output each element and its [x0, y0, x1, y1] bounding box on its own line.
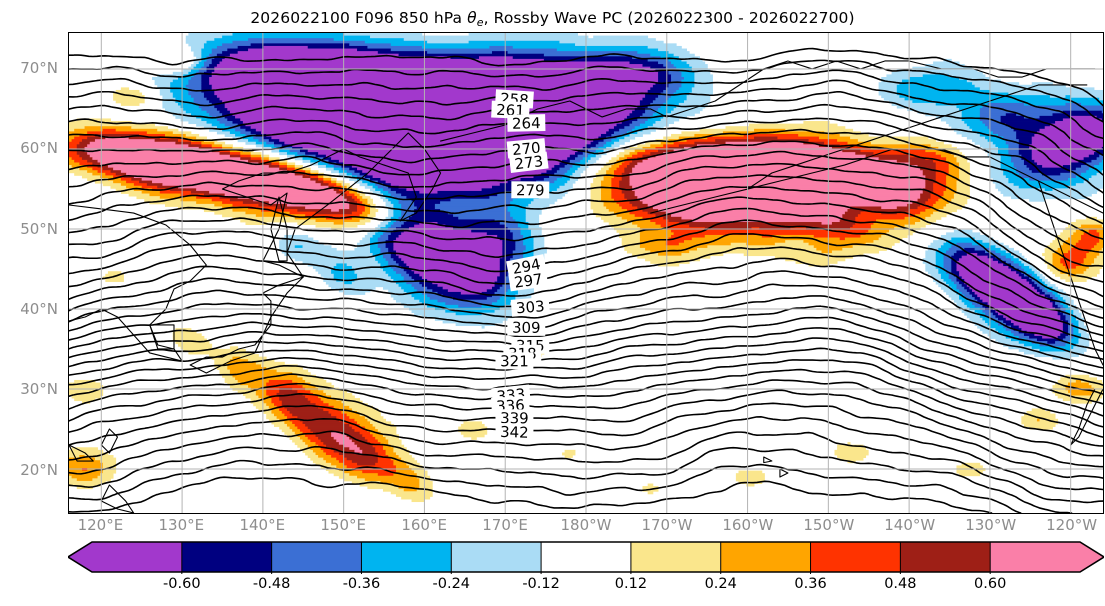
coastlines: [69, 60, 1103, 513]
longitude-tick-label: 170°W: [641, 516, 693, 534]
colorbar[interactable]: [68, 540, 1104, 574]
contour-labels: 2582612642702732792942973033093153183213…: [491, 89, 550, 442]
latitude-tick-label: 40°N: [20, 300, 58, 319]
svg-text:273: 273: [514, 152, 545, 173]
title-prefix: 2026022100 F096 850 hPa: [250, 9, 468, 27]
svg-text:297: 297: [513, 270, 544, 292]
latitude-tick-label: 70°N: [20, 59, 58, 78]
colorbar-segment: [720, 542, 811, 572]
colorbar-segment: [451, 542, 542, 572]
svg-text:264: 264: [512, 114, 541, 133]
latitude-tick-label: 20°N: [20, 460, 58, 479]
colorbar-segment: [810, 542, 901, 572]
svg-text:339: 339: [500, 409, 529, 427]
longitude-tick-label: 130°W: [965, 516, 1017, 534]
longitude-tick-label: 130°E: [158, 516, 205, 534]
title-variable-symbol: θ: [467, 9, 477, 27]
colorbar-tick-label: 0.36: [794, 576, 827, 592]
colorbar-segment: [900, 542, 991, 572]
title-suffix: ): [848, 9, 855, 27]
colorbar-tick-labels: -0.60 -0.48 -0.36 -0.24 -0.12 0.12 0.24 0.36 0.4…: [68, 576, 1104, 596]
colorbar-tick-label: 0.60: [974, 576, 1007, 592]
svg-text:321: 321: [500, 352, 529, 370]
colorbar-swatches: [68, 541, 1104, 574]
longitude-tick-label: 120°W: [1046, 516, 1098, 534]
longitude-tick-label: 140°E: [239, 516, 286, 534]
colorbar-tick-label: 0.12: [614, 576, 648, 592]
svg-text:303: 303: [515, 297, 545, 317]
colorbar-tick-label: 0.24: [704, 576, 737, 592]
colorbar-tick-label: -0.36: [342, 576, 381, 592]
colorbar-segment: [361, 542, 452, 572]
colorbar-segment: [181, 542, 272, 572]
theta-e-contours: [69, 47, 1103, 513]
colorbar-tick-label: -0.60: [163, 576, 201, 592]
longitude-axis: 120°E 130°E 140°E 150°E 160°E 170°E 180°W 170°W…: [68, 516, 1104, 538]
longitude-tick-label: 180°W: [560, 516, 612, 534]
svg-text:279: 279: [516, 181, 545, 199]
colorbar-segment: [541, 542, 632, 572]
longitude-tick-label: 170°E: [482, 516, 528, 534]
colorbar-segment: [68, 542, 182, 572]
longitude-tick-label: 160°W: [722, 516, 774, 534]
latitude-tick-label: 50°N: [20, 219, 58, 238]
title-middle: , Rossby Wave PC (: [483, 9, 634, 27]
latitude-tick-label: 60°N: [20, 139, 58, 158]
longitude-tick-label: 160°E: [401, 516, 447, 534]
title-period-range: 2026022300 - 2026022700: [633, 9, 849, 27]
colorbar-segment: [990, 542, 1104, 572]
figure-title: 2026022100 F096 850 hPa θe, Rossby Wave …: [0, 9, 1105, 29]
longitude-tick-label: 150°E: [320, 516, 366, 534]
colorbar-tick-label: -0.48: [252, 576, 291, 592]
title-variable-subscript: e: [476, 16, 484, 29]
latitude-tick-label: 30°N: [20, 380, 58, 399]
colorbar-tick-label: -0.24: [432, 576, 471, 592]
map-canvas: 2582612642702732792942973033093153183213…: [69, 33, 1103, 513]
longitude-tick-label: 120°E: [77, 516, 124, 534]
colorbar-segment: [271, 542, 362, 572]
longitude-tick-label: 150°W: [803, 516, 855, 534]
colorbar-tick-label: 0.48: [884, 576, 917, 592]
svg-text:309: 309: [512, 319, 541, 337]
longitude-tick-label: 140°W: [884, 516, 936, 534]
map-panel[interactable]: 2582612642702732792942973033093153183213…: [68, 32, 1104, 514]
svg-text:342: 342: [500, 423, 529, 442]
colorbar-segment: [630, 542, 722, 572]
colorbar-tick-label: -0.12: [522, 576, 560, 592]
map-gridlines: [69, 33, 1103, 513]
